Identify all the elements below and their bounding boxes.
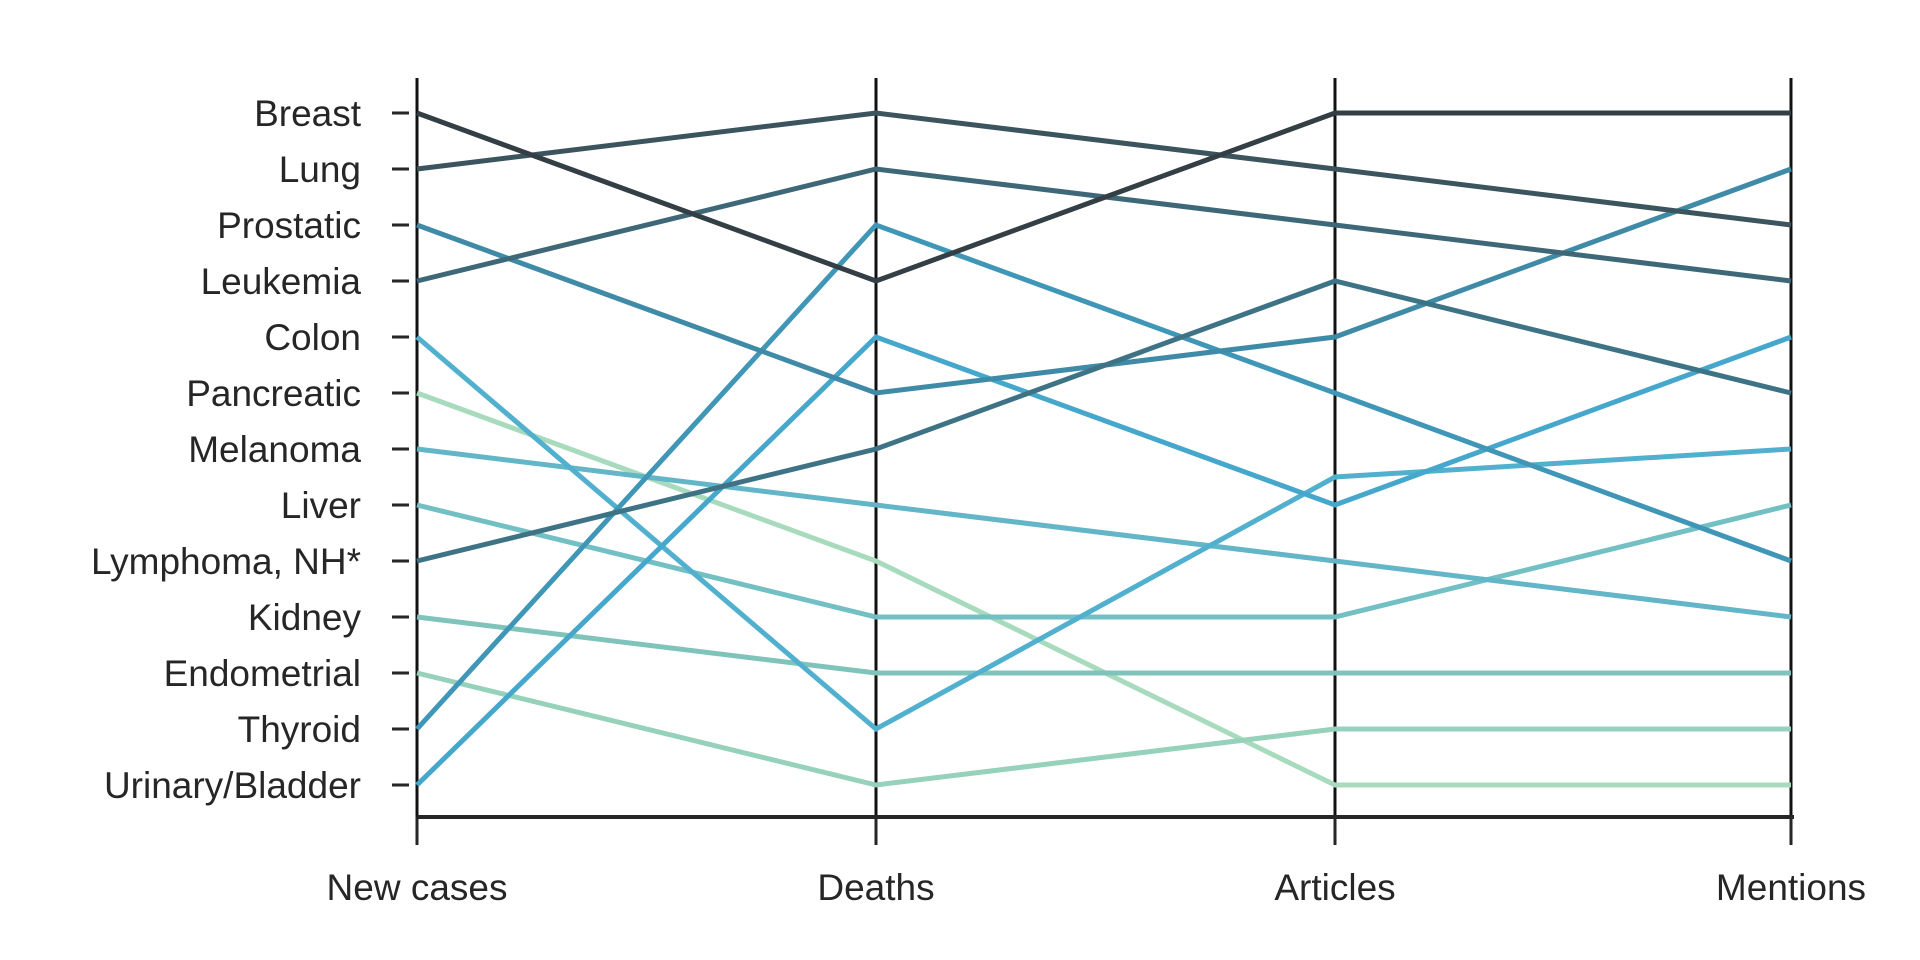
series-line-11 bbox=[416, 670, 1791, 788]
series-line-7 bbox=[415, 335, 1792, 733]
y-tick-label: Thyroid bbox=[238, 709, 361, 750]
series-line-8 bbox=[416, 446, 1792, 620]
y-tick-label: Breast bbox=[254, 93, 362, 134]
series-line-5 bbox=[415, 222, 1792, 731]
y-tick-label: Leukemia bbox=[201, 261, 362, 302]
series-line-0 bbox=[416, 110, 1791, 284]
y-tick-label: Lymphoma, NH* bbox=[91, 541, 361, 582]
series-line-10 bbox=[416, 614, 1791, 676]
series-line-4 bbox=[416, 166, 1792, 396]
y-tick-label: Pancreatic bbox=[186, 373, 361, 414]
y-tick-label: Liver bbox=[281, 485, 361, 526]
axes bbox=[392, 78, 1794, 845]
x-tick-label: New cases bbox=[327, 867, 508, 908]
x-tick-label: Mentions bbox=[1716, 867, 1866, 908]
y-tick-label: Colon bbox=[264, 317, 361, 358]
series-line-1 bbox=[416, 110, 1792, 228]
x-tick-label: Articles bbox=[1274, 867, 1395, 908]
series-line-3 bbox=[416, 278, 1792, 564]
series-line-9 bbox=[416, 502, 1792, 620]
y-tick-label: Melanoma bbox=[188, 429, 361, 470]
y-tick-label: Endometrial bbox=[164, 653, 361, 694]
x-tick-label: Deaths bbox=[817, 867, 934, 908]
y-tick-label: Kidney bbox=[248, 597, 362, 638]
labels: New cases Deaths Articles Mentions Breast Lun… bbox=[91, 93, 1866, 908]
series-line-6 bbox=[415, 334, 1792, 787]
y-tick-label: Lung bbox=[279, 149, 361, 190]
series-line-12 bbox=[416, 390, 1791, 788]
y-tick-label: Prostatic bbox=[217, 205, 361, 246]
series-layer bbox=[415, 110, 1792, 788]
y-tick-label: Urinary/Bladder bbox=[104, 765, 361, 806]
